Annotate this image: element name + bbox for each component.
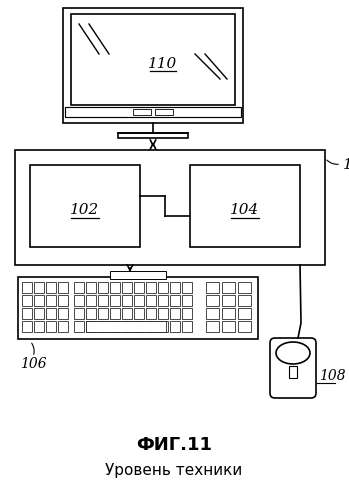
Text: 100: 100 bbox=[343, 158, 349, 172]
Bar bbox=[74, 282, 84, 293]
Bar bbox=[206, 308, 219, 319]
Bar bbox=[158, 321, 168, 332]
Bar bbox=[86, 295, 96, 306]
Bar bbox=[122, 321, 132, 332]
Bar bbox=[15, 150, 325, 265]
Bar bbox=[74, 308, 84, 319]
Bar bbox=[182, 295, 192, 306]
Bar bbox=[182, 282, 192, 293]
Bar bbox=[182, 308, 192, 319]
Text: ФИГ.11: ФИГ.11 bbox=[136, 436, 212, 454]
Bar bbox=[18, 277, 258, 339]
Bar bbox=[122, 308, 132, 319]
Bar bbox=[86, 321, 96, 332]
Bar bbox=[110, 308, 120, 319]
Bar bbox=[222, 282, 235, 293]
Bar bbox=[22, 295, 32, 306]
Ellipse shape bbox=[276, 342, 310, 364]
Bar bbox=[222, 295, 235, 306]
Bar bbox=[46, 282, 56, 293]
Bar bbox=[134, 282, 144, 293]
Bar bbox=[34, 295, 44, 306]
Bar bbox=[155, 109, 173, 115]
Bar bbox=[22, 321, 32, 332]
Bar bbox=[110, 271, 166, 279]
Bar bbox=[98, 282, 108, 293]
Bar bbox=[86, 308, 96, 319]
Bar bbox=[158, 308, 168, 319]
Bar bbox=[58, 308, 68, 319]
Bar bbox=[146, 282, 156, 293]
Text: 108: 108 bbox=[319, 369, 346, 383]
Text: 102: 102 bbox=[70, 203, 99, 217]
Bar bbox=[146, 295, 156, 306]
Bar bbox=[46, 308, 56, 319]
Bar bbox=[74, 321, 84, 332]
Bar bbox=[71, 14, 235, 105]
Bar bbox=[74, 295, 84, 306]
Bar bbox=[222, 321, 235, 332]
Bar bbox=[190, 165, 300, 247]
Bar bbox=[133, 109, 151, 115]
Bar bbox=[182, 321, 192, 332]
Bar bbox=[222, 308, 235, 319]
Bar bbox=[46, 321, 56, 332]
Bar bbox=[86, 321, 166, 332]
Bar bbox=[34, 282, 44, 293]
Text: 106: 106 bbox=[20, 357, 47, 371]
Bar bbox=[170, 308, 180, 319]
Text: 104: 104 bbox=[230, 203, 260, 217]
Bar bbox=[118, 133, 188, 138]
Bar bbox=[158, 295, 168, 306]
Bar bbox=[238, 295, 251, 306]
Bar bbox=[122, 295, 132, 306]
Bar bbox=[206, 295, 219, 306]
Bar bbox=[170, 282, 180, 293]
Bar bbox=[34, 308, 44, 319]
Bar bbox=[86, 282, 96, 293]
Bar bbox=[34, 321, 44, 332]
Bar bbox=[98, 295, 108, 306]
Bar bbox=[98, 308, 108, 319]
Bar bbox=[110, 295, 120, 306]
Bar bbox=[206, 282, 219, 293]
Bar bbox=[58, 321, 68, 332]
Bar bbox=[22, 308, 32, 319]
Text: 110: 110 bbox=[148, 57, 178, 71]
Bar bbox=[46, 295, 56, 306]
Bar bbox=[22, 282, 32, 293]
Bar bbox=[63, 8, 243, 123]
Bar bbox=[238, 282, 251, 293]
Bar bbox=[65, 107, 241, 117]
Bar bbox=[206, 321, 219, 332]
FancyBboxPatch shape bbox=[270, 338, 316, 398]
Bar bbox=[146, 321, 156, 332]
Bar bbox=[98, 321, 108, 332]
Bar bbox=[170, 295, 180, 306]
Bar bbox=[58, 282, 68, 293]
Bar bbox=[134, 321, 144, 332]
Bar bbox=[146, 308, 156, 319]
Bar bbox=[238, 308, 251, 319]
Bar bbox=[238, 321, 251, 332]
Bar bbox=[110, 321, 120, 332]
Bar bbox=[30, 165, 140, 247]
Bar bbox=[122, 282, 132, 293]
Bar bbox=[289, 366, 297, 378]
Bar bbox=[134, 295, 144, 306]
Bar bbox=[170, 321, 180, 332]
Bar bbox=[134, 308, 144, 319]
Bar bbox=[110, 282, 120, 293]
Bar bbox=[158, 282, 168, 293]
Text: Уровень техники: Уровень техники bbox=[105, 462, 243, 477]
Bar bbox=[58, 295, 68, 306]
